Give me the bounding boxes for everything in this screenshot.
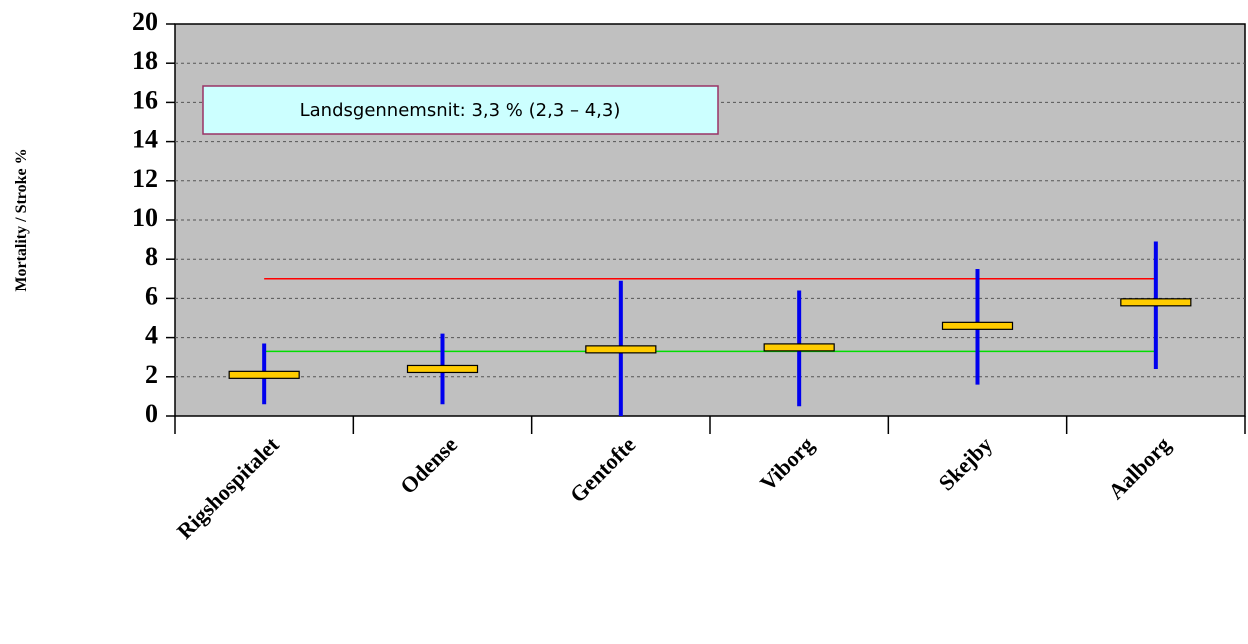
y-tick-label: 14 [132,125,158,154]
y-tick-label: 20 [132,7,158,36]
y-tick-label: 10 [132,203,158,232]
y-tick-label: 12 [132,164,158,193]
x-tick-label: Odense [395,432,462,499]
value-mark [763,343,835,352]
value-mark [585,345,657,354]
x-tick-label: Skejby [934,432,997,495]
y-axis-label: Mortality / Stroke % [13,148,30,291]
value-mark [941,321,1014,330]
x-tick-label: Rigshospitalet [172,431,284,543]
annotation: Landsgennemsnit: 3,3 % (2,3 – 4,3) [300,100,621,121]
annotation-box [202,85,719,135]
y-tick-label: 2 [145,360,158,389]
value-mark [228,370,300,379]
y-tick-label: 8 [145,242,158,271]
y-tick-label: 0 [145,399,158,428]
y-tick-label: 16 [132,85,158,114]
y-tick-label: 6 [145,281,158,310]
y-tick-label: 18 [132,46,158,75]
value-mark [406,364,479,374]
value-mark [1120,298,1192,307]
x-tick-label: Aalborg [1103,432,1175,504]
x-tick-label: Gentofte [565,432,641,508]
x-tick-label: Viborg [755,432,819,496]
y-tick-label: 4 [145,321,158,350]
